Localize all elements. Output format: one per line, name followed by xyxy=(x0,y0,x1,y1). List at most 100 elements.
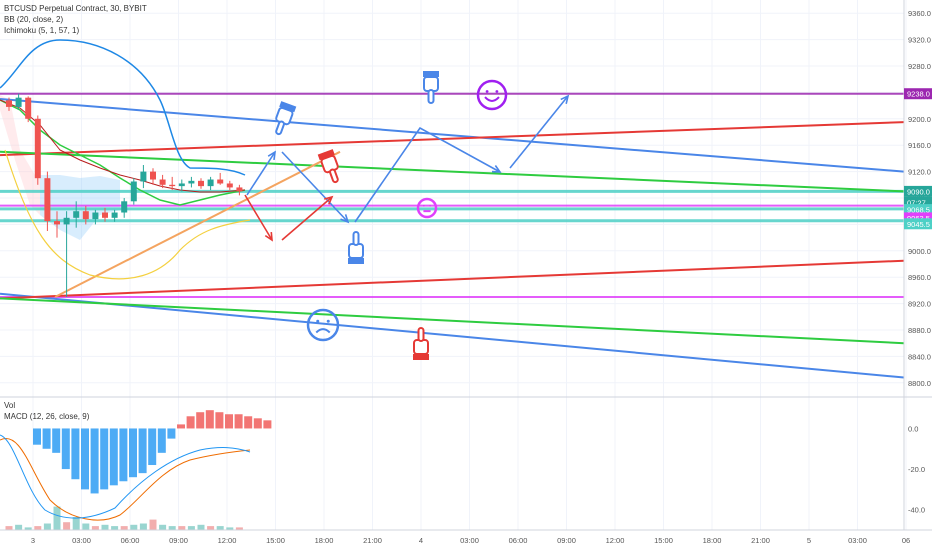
volume-bar xyxy=(63,522,71,530)
legend-bb: BB (20, close, 2) xyxy=(4,15,64,24)
x-tick-label: 12:00 xyxy=(218,536,237,545)
x-tick-label: 18:00 xyxy=(703,536,722,545)
macd-histogram-bar xyxy=(109,428,118,486)
volume-bar xyxy=(235,527,243,530)
y-tick-label: 8920.0 xyxy=(908,300,931,309)
y-tick-label: 8800.0 xyxy=(908,379,931,388)
macd-histogram-bar xyxy=(148,428,157,466)
y-tick-label: 9120.0 xyxy=(908,168,931,177)
arrow-blue-head xyxy=(267,150,277,161)
smiley-sad-icon-mouth xyxy=(315,328,331,334)
x-tick-label: 03:00 xyxy=(848,536,867,545)
candle-body xyxy=(226,183,233,188)
volume-bar xyxy=(197,524,205,530)
candle-body xyxy=(236,187,243,192)
pointing-hand-up-icon-finger xyxy=(417,327,425,342)
macd-histogram-bar xyxy=(263,420,272,429)
macd-histogram-bar xyxy=(71,428,80,480)
trendline xyxy=(54,150,341,298)
volume-bar xyxy=(149,519,157,530)
candle-body xyxy=(102,212,108,218)
macd-histogram-bar xyxy=(205,410,214,429)
candle-body xyxy=(198,180,204,187)
trendlines xyxy=(0,98,905,379)
pointing-hand-down-icon xyxy=(423,71,439,104)
candle-body xyxy=(130,181,137,202)
price-badge xyxy=(904,196,932,208)
x-tick-label: 09:00 xyxy=(169,536,188,545)
price-badge xyxy=(904,204,932,216)
arrow-red xyxy=(281,196,333,241)
bollinger-bands xyxy=(0,39,251,280)
candle-body xyxy=(54,221,60,225)
smiley-sad-icon-eye xyxy=(326,319,330,323)
grid xyxy=(0,0,932,530)
macd-histogram-bar xyxy=(33,428,41,445)
pointing-hand-up-icon-cuff xyxy=(348,258,364,264)
horizontal-levels xyxy=(0,92,904,298)
pointing-hand-down-icon-finger xyxy=(427,89,435,104)
macd-histogram-bar xyxy=(157,428,166,453)
arrow-red xyxy=(244,194,273,241)
x-tick-label: 15:00 xyxy=(654,536,673,545)
x-tick-label: 06:00 xyxy=(509,536,528,545)
x-tick-label: 09:00 xyxy=(557,536,576,545)
candle-body xyxy=(140,171,147,182)
candle-body xyxy=(188,180,195,184)
volume-bar xyxy=(53,506,61,530)
pointing-hand-down-icon-palm xyxy=(423,76,439,92)
price-badge xyxy=(904,185,932,197)
arrow-blue xyxy=(354,126,501,223)
trendline xyxy=(0,297,905,345)
bb-lower xyxy=(4,149,251,280)
arrow-red-head xyxy=(264,231,273,242)
volume-bar xyxy=(101,524,109,530)
candle-body xyxy=(207,179,214,187)
volume-bar xyxy=(43,523,51,530)
macd-histogram-bar xyxy=(196,412,205,429)
x-tick-label: 03:00 xyxy=(72,536,91,545)
volume-bar xyxy=(72,517,80,530)
volume-bar xyxy=(216,526,224,530)
volume-bar xyxy=(34,526,42,530)
pointing-hand-down-icon-finger xyxy=(275,120,285,136)
candle-body xyxy=(217,179,224,184)
macd-line xyxy=(0,434,251,519)
price-badge-label: 9238.0 xyxy=(907,90,930,99)
pointing-hand-down-icon-cuff xyxy=(317,149,335,161)
price-badge-label: 9068.5 xyxy=(907,206,930,215)
drawings xyxy=(244,94,570,242)
y-tick-label: 9200.0 xyxy=(908,115,931,124)
x-tick-label: 03:00 xyxy=(460,536,479,545)
pointing-hand-up-icon-cuff xyxy=(413,354,429,360)
x-tick-label: 5 xyxy=(807,536,811,545)
x-tick-label: 15:00 xyxy=(266,536,285,545)
smiley-happy-icon-mouth xyxy=(484,96,500,102)
macd-histogram-bar xyxy=(253,418,262,429)
macd-histogram-bar xyxy=(90,428,99,494)
macd-histogram-bar xyxy=(42,428,51,449)
pointing-hand-up-icon xyxy=(413,327,429,360)
smiley-happy-icon-eye xyxy=(485,90,489,93)
candlesticks xyxy=(6,93,243,297)
x-tick-label: 06:00 xyxy=(121,536,140,545)
macd-panel xyxy=(0,410,272,530)
macd-y-tick-label: -40.0 xyxy=(908,506,925,515)
price-badge-label: 9090.0 xyxy=(907,187,930,196)
macd-histogram-bar xyxy=(119,428,128,482)
macd-histogram-bar xyxy=(61,428,70,470)
pointing-hand-down-icon-cuff xyxy=(423,71,439,77)
volume-bar xyxy=(226,527,234,530)
volume-bar xyxy=(5,526,13,530)
macd-histogram-bar xyxy=(244,416,253,429)
smiley-neutral-icon-eye xyxy=(429,204,432,207)
candle-body xyxy=(82,211,89,220)
macd-y-tick-label: -20.0 xyxy=(908,465,925,474)
y-tick-label: 8960.0 xyxy=(908,273,931,282)
arrow-blue xyxy=(281,151,349,223)
legend-macd: MACD (12, 26, close, 9) xyxy=(4,412,90,421)
price-badge xyxy=(904,88,932,100)
